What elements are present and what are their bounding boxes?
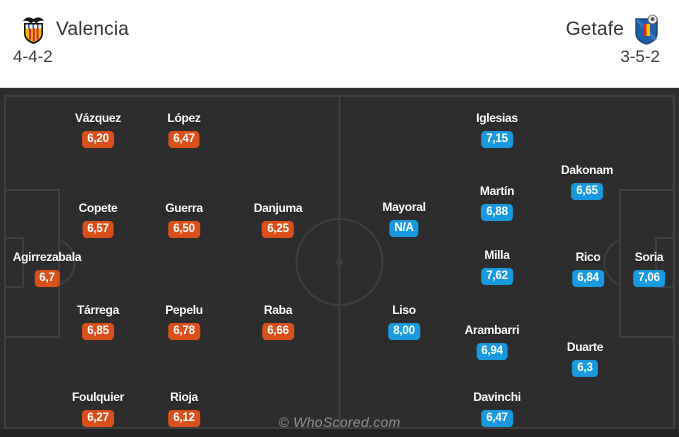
player[interactable]: Tárrega 6,85 <box>77 303 119 340</box>
home-team: Valencia <box>20 14 129 45</box>
player-rating-badge: 8,00 <box>388 323 420 340</box>
player-name: Guerra <box>165 201 203 215</box>
player-name: Davinchi <box>473 390 521 404</box>
player-rating-badge: 6,47 <box>481 410 513 427</box>
player-rating-badge: N/A <box>389 220 419 237</box>
player-rating-badge: 6,47 <box>168 131 200 148</box>
player-name: Arambarri <box>464 323 520 337</box>
player-rating-badge: 6,84 <box>572 270 604 287</box>
player[interactable]: Milla 7,62 <box>481 248 513 285</box>
watermark: © WhoScored.com <box>278 414 401 430</box>
player-rating-badge: 7,15 <box>481 131 513 148</box>
player-name: Soria <box>634 250 664 264</box>
player[interactable]: Liso 8,00 <box>388 303 420 340</box>
player[interactable]: Davinchi 6,47 <box>473 390 521 427</box>
player-rating-badge: 6,65 <box>571 183 603 200</box>
player-name: Rioja <box>170 390 198 404</box>
player-rating-badge: 6,85 <box>82 323 114 340</box>
player-rating-badge: 6,27 <box>82 410 114 427</box>
player[interactable]: Soria 7,06 <box>633 250 665 287</box>
player-name: Danjuma <box>253 201 303 215</box>
player-rating-badge: 6,78 <box>168 323 200 340</box>
player-rating-badge: 6,3 <box>572 360 598 377</box>
player-name: Liso <box>392 303 416 317</box>
player-rating-badge: 6,50 <box>168 221 200 238</box>
home-team-name: Valencia <box>56 18 130 40</box>
home-formation: 4-4-2 <box>13 47 53 66</box>
player-rating-badge: 6,66 <box>262 323 294 340</box>
player-rating-badge: 6,94 <box>476 343 508 360</box>
player-name: Agirrezabala <box>12 250 82 264</box>
player[interactable]: Copete 6,57 <box>79 201 118 238</box>
player[interactable]: Agirrezabala 6,7 <box>12 250 82 287</box>
player[interactable]: Martín 6,88 <box>480 184 514 221</box>
player[interactable]: Guerra 6,50 <box>165 201 203 238</box>
player-name: Dakonam <box>561 163 613 177</box>
player[interactable]: López 6,47 <box>167 111 201 148</box>
player[interactable]: Danjuma 6,25 <box>254 201 303 238</box>
player[interactable]: Foulquier 6,27 <box>72 390 124 427</box>
player-name: Vázquez <box>75 111 121 125</box>
player-rating-badge: 6,7 <box>34 270 60 287</box>
player[interactable]: Dakonam 6,65 <box>561 163 613 200</box>
player[interactable]: Vázquez 6,20 <box>75 111 121 148</box>
away-formation: 3-5-2 <box>620 47 660 66</box>
away-team-name: Getafe <box>565 18 624 40</box>
player-rating-badge: 6,20 <box>82 131 114 148</box>
player-rating-badge: 6,12 <box>168 410 200 427</box>
player-rating-badge: 6,57 <box>82 221 114 238</box>
player-name: Rico <box>575 250 601 264</box>
player[interactable]: Mayoral N/A <box>382 200 426 237</box>
player-rating-badge: 7,06 <box>633 270 665 287</box>
player[interactable]: Duarte 6,3 <box>567 340 603 377</box>
player-name: Mayoral <box>382 200 426 214</box>
player-name: Iglesias <box>476 111 518 125</box>
player-rating-badge: 6,88 <box>481 204 513 221</box>
player-rating-badge: 7,62 <box>481 268 513 285</box>
player-name: Raba <box>263 303 293 317</box>
header: Valencia 4-4-2 Getafe 3-5-2 <box>0 0 679 88</box>
player-name: Tárrega <box>77 303 119 317</box>
player[interactable]: Iglesias 7,15 <box>476 111 518 148</box>
player-rating-badge: 6,25 <box>262 221 294 238</box>
player-name: Martín <box>479 184 515 198</box>
player[interactable]: Arambarri 6,94 <box>465 323 520 360</box>
player[interactable]: Rioja 6,12 <box>168 390 200 427</box>
away-team: Getafe <box>566 14 660 45</box>
player[interactable]: Rico 6,84 <box>572 250 604 287</box>
player-name: López <box>167 111 201 125</box>
player-name: Foulquier <box>72 390 124 404</box>
player-name: Copete <box>78 201 118 215</box>
player-name: Milla <box>484 248 510 262</box>
valencia-crest-icon <box>23 17 44 44</box>
pitch: Agirrezabala 6,7 Vázquez 6,20 López 6,47… <box>0 88 679 437</box>
player[interactable]: Pepelu 6,78 <box>165 303 203 340</box>
player[interactable]: Raba 6,66 <box>262 303 294 340</box>
player-name: Duarte <box>566 340 604 354</box>
getafe-crest-icon <box>635 14 658 45</box>
player-name: Pepelu <box>165 303 203 317</box>
